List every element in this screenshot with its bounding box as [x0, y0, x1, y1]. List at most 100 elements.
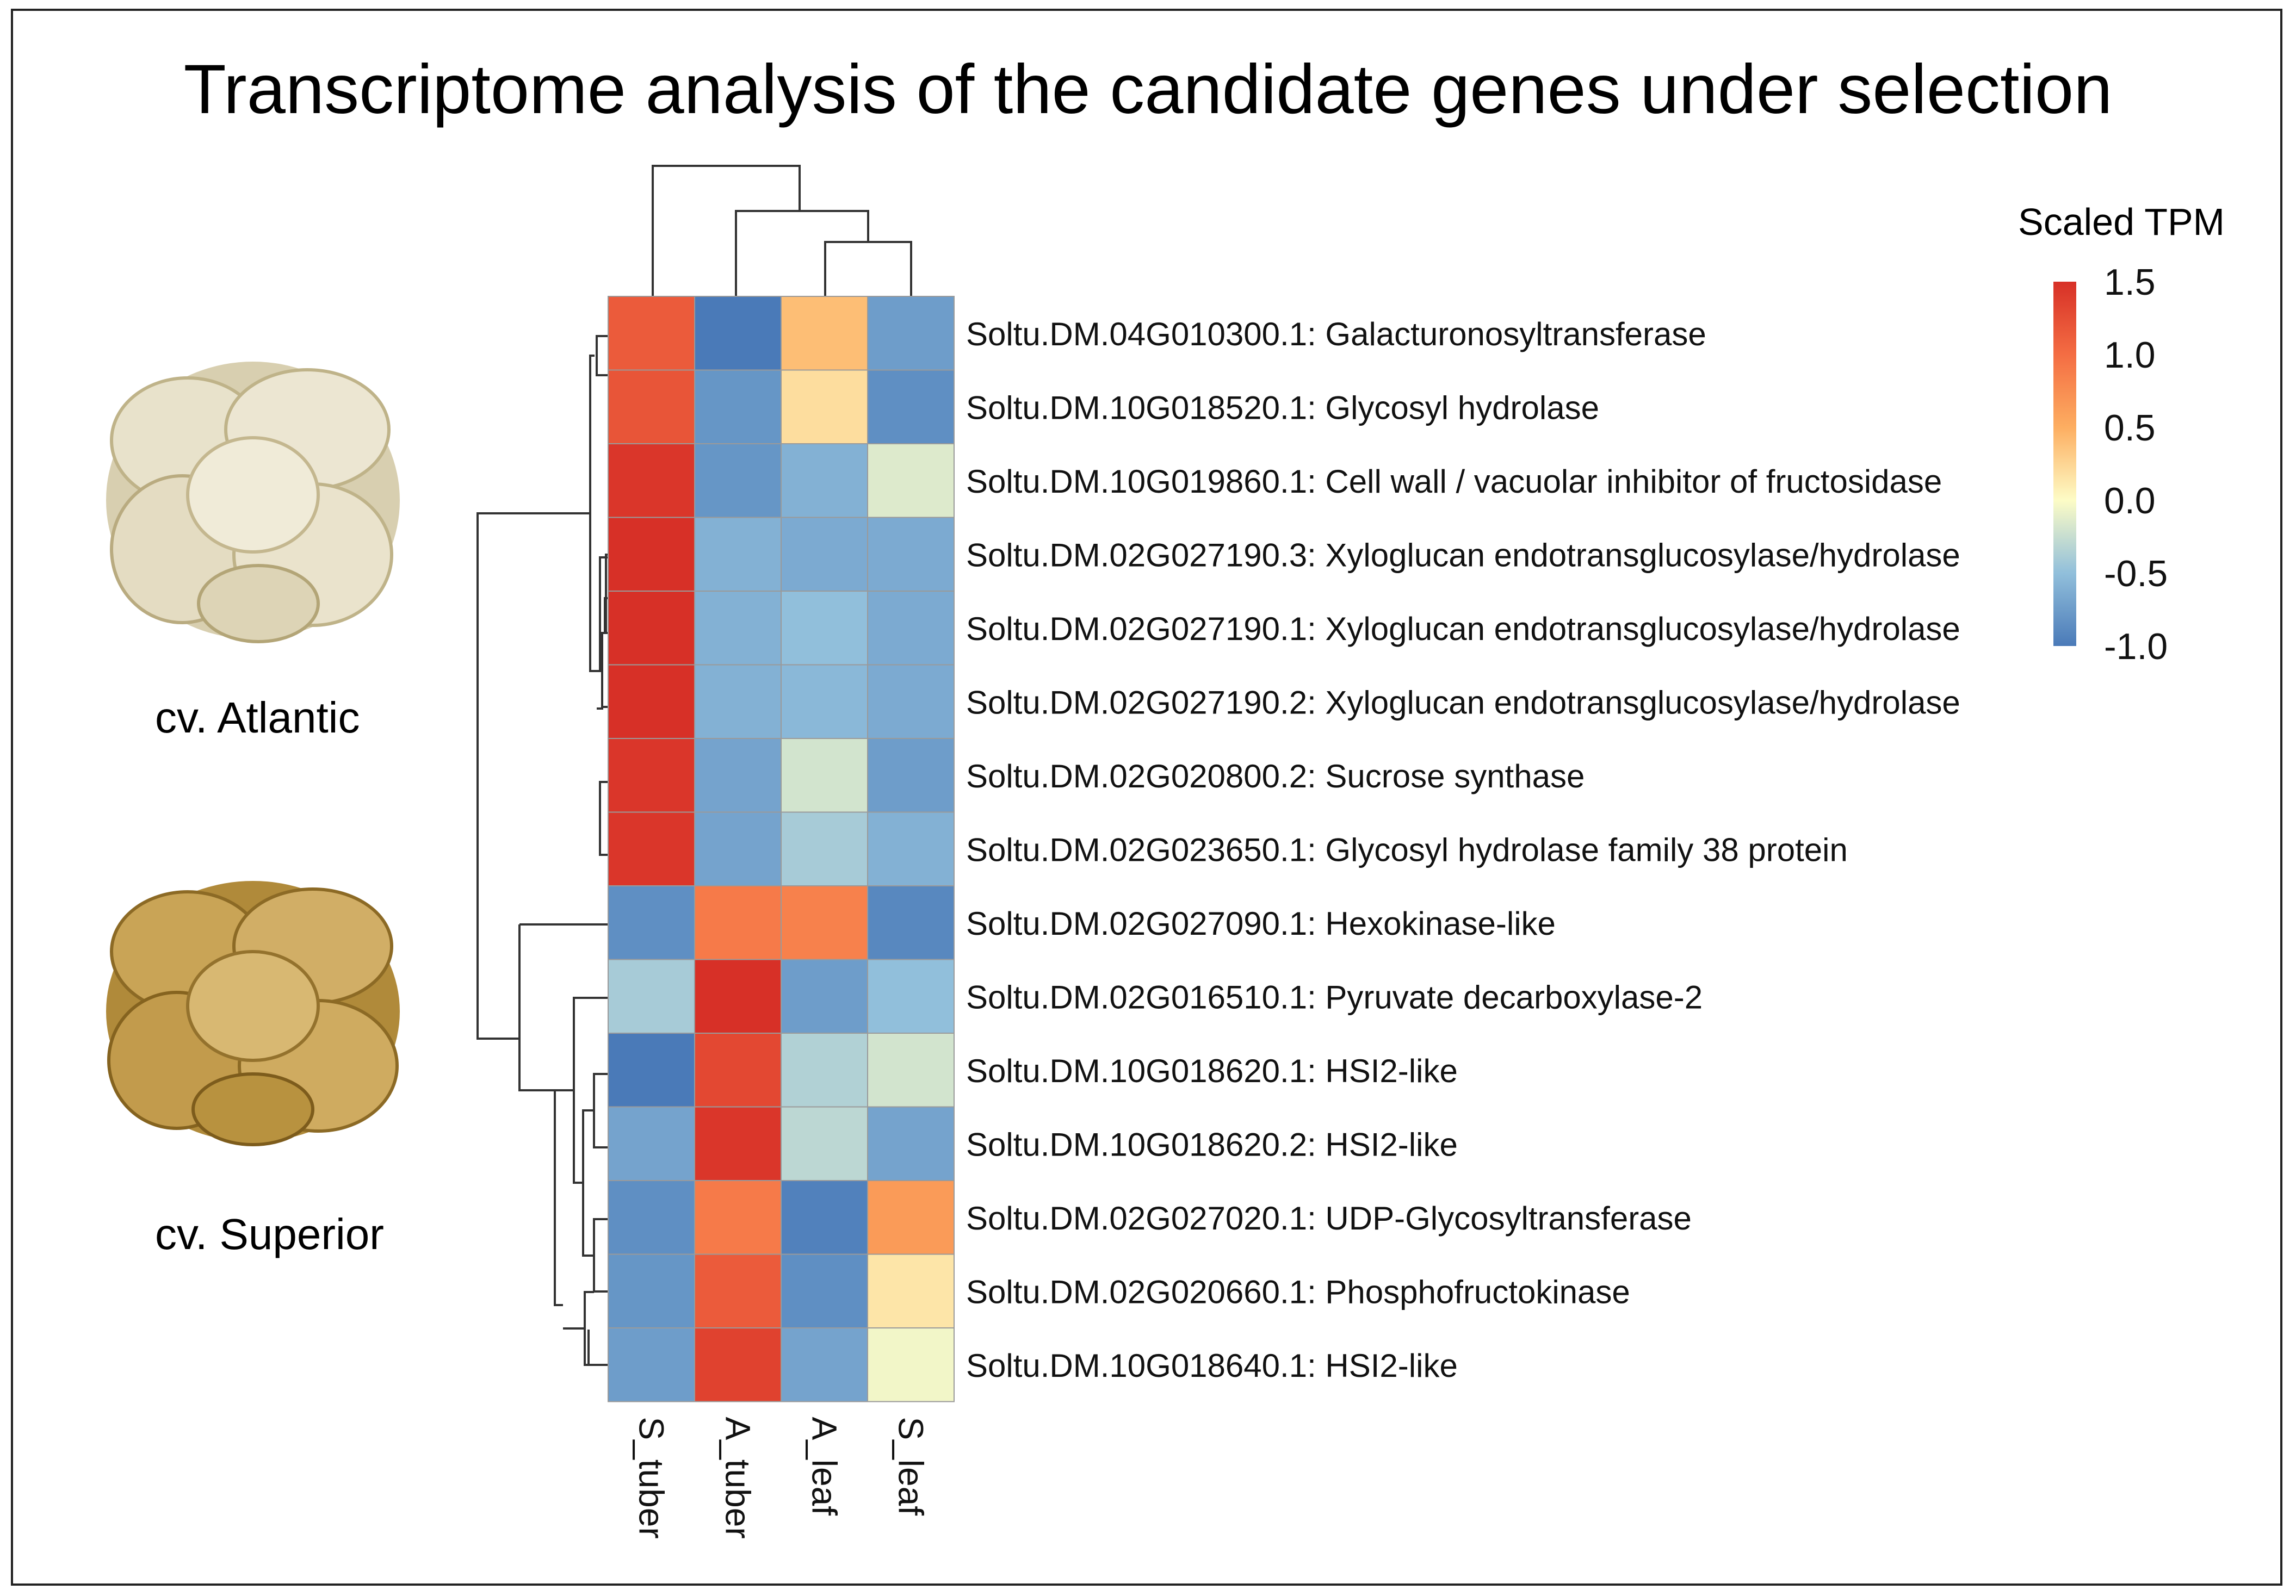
- heatmap-cell: [867, 517, 955, 592]
- heatmap-cell: [781, 1180, 868, 1255]
- heatmap-cell: [781, 296, 868, 371]
- heatmap-cell: [867, 296, 955, 371]
- column-label: S_tuber: [632, 1417, 671, 1539]
- heatmap-cell: [867, 1106, 955, 1181]
- heatmap-cell: [694, 811, 782, 886]
- heatmap-cell: [608, 1253, 695, 1328]
- heatmap-cell: [867, 443, 955, 518]
- heatmap-cell: [781, 443, 868, 518]
- figure-frame: [11, 9, 2282, 1586]
- heatmap-cell: [867, 1033, 955, 1108]
- heatmap-cell: [608, 959, 695, 1034]
- heatmap-cell: [608, 1327, 695, 1402]
- heatmap-cell: [694, 1253, 782, 1328]
- heatmap-cell: [867, 1180, 955, 1255]
- heatmap-cell: [608, 811, 695, 886]
- superior-caption: cv. Superior: [155, 1210, 384, 1258]
- heatmap-cell: [608, 1180, 695, 1255]
- row-label: Soltu.DM.02G020660.1: Phosphofructokinas…: [966, 1274, 1630, 1310]
- heatmap-cell: [781, 885, 868, 960]
- heatmap-cell: [781, 664, 868, 739]
- heatmap-cell: [694, 885, 782, 960]
- row-label: Soltu.DM.02G027190.3: Xyloglucan endotra…: [966, 537, 1960, 573]
- row-label: Soltu.DM.02G027190.1: Xyloglucan endotra…: [966, 611, 1960, 647]
- row-label: Soltu.DM.04G010300.1: Galacturonosyltran…: [966, 316, 1706, 352]
- heatmap-cell: [694, 1327, 782, 1402]
- heatmap-cell: [694, 443, 782, 518]
- atlantic-chips-group: [106, 362, 400, 643]
- heatmap-cell: [781, 591, 868, 666]
- heatmap-cell: [781, 1327, 868, 1402]
- row-label: Soltu.DM.10G019860.1: Cell wall / vacuol…: [966, 463, 1942, 500]
- heatmap-cell: [694, 959, 782, 1034]
- legend-tick-label: 0.5: [2104, 407, 2156, 449]
- heatmap-cell: [867, 811, 955, 886]
- superior-chips-group: [106, 881, 400, 1146]
- legend-tick-label: 1.5: [2104, 262, 2156, 303]
- column-label: A_tuber: [719, 1417, 758, 1539]
- heatmap-cell: [608, 664, 695, 739]
- chart-title: Transcriptome analysis of the candidate …: [183, 51, 2113, 128]
- heatmap-cell: [608, 1106, 695, 1181]
- potato-chips-image: [106, 881, 400, 1146]
- heatmap-cell: [781, 1253, 868, 1328]
- potato-chips-image: [106, 362, 400, 643]
- heatmap-cell: [867, 1327, 955, 1402]
- heatmap-cell: [781, 738, 868, 813]
- heatmap-cell: [694, 1106, 782, 1181]
- heatmap-cell: [694, 664, 782, 739]
- heatmap-cell: [608, 517, 695, 592]
- heatmap-cell: [694, 369, 782, 444]
- row-label: Soltu.DM.02G023650.1: Glycosyl hydrolase…: [966, 831, 1848, 868]
- heatmap-cell: [608, 591, 695, 666]
- heatmap-cell: [694, 517, 782, 592]
- legend-ticks: 1.5 1.0 0.5 0.0 -0.5 -1.0: [2104, 262, 2168, 667]
- row-dendrogram: [476, 335, 608, 1366]
- legend-title: Scaled TPM: [2018, 201, 2225, 243]
- row-label: Soltu.DM.10G018640.1: HSI2-like: [966, 1347, 1458, 1384]
- heatmap-cell: [781, 369, 868, 444]
- heatmap-cell: [867, 738, 955, 813]
- row-label: Soltu.DM.10G018620.2: HSI2-like: [966, 1126, 1458, 1163]
- heatmap-cell: [694, 738, 782, 813]
- row-label: Soltu.DM.10G018620.1: HSI2-like: [966, 1053, 1458, 1089]
- heatmap-cell: [867, 591, 955, 666]
- column-labels: S_tuber A_tuber A_leaf S_leaf: [632, 1417, 931, 1539]
- row-label: Soltu.DM.02G020800.2: Sucrose synthase: [966, 758, 1585, 794]
- heatmap-cell: [608, 296, 695, 371]
- heatmap-cell: [781, 1106, 868, 1181]
- heatmap-cells: [608, 296, 955, 1402]
- row-label: Soltu.DM.02G027190.2: Xyloglucan endotra…: [966, 684, 1960, 721]
- heatmap-cell: [608, 369, 695, 444]
- row-label: Soltu.DM.02G016510.1: Pyruvate decarboxy…: [966, 979, 1703, 1015]
- row-label: Soltu.DM.02G027090.1: Hexokinase-like: [966, 905, 1556, 942]
- heatmap-cell: [608, 738, 695, 813]
- heatmap-cell: [867, 885, 955, 960]
- heatmap-cell: [867, 959, 955, 1034]
- heatmap-cell: [781, 959, 868, 1034]
- legend-tick-label: -0.5: [2104, 553, 2168, 594]
- column-label: A_leaf: [805, 1417, 844, 1516]
- legend-tick-label: 0.0: [2104, 480, 2156, 521]
- heatmap-cell: [694, 1033, 782, 1108]
- heatmap-cell: [694, 1180, 782, 1255]
- column-label: S_leaf: [892, 1417, 931, 1516]
- heatmap-cell: [781, 811, 868, 886]
- row-labels: Soltu.DM.04G010300.1: Galacturonosyltran…: [966, 316, 1960, 1384]
- heatmap-cell: [867, 1253, 955, 1328]
- color-legend: Scaled TPM 1.5 1.0 0.5 0.0 -0.5 -1.0: [2018, 201, 2225, 667]
- heatmap-cell: [867, 369, 955, 444]
- heatmap-cell: [867, 664, 955, 739]
- legend-colorbar: [2053, 282, 2076, 646]
- legend-tick-label: 1.0: [2104, 334, 2156, 376]
- heatmap-cell: [781, 1033, 868, 1108]
- heatmap-cell: [608, 885, 695, 960]
- heatmap-cell: [781, 517, 868, 592]
- heatmap-cell: [608, 443, 695, 518]
- atlantic-caption: cv. Atlantic: [155, 693, 360, 742]
- heatmap-cell: [608, 1033, 695, 1108]
- heatmap-cell: [694, 591, 782, 666]
- legend-tick-label: -1.0: [2104, 626, 2168, 667]
- heatmap-cell: [694, 296, 782, 371]
